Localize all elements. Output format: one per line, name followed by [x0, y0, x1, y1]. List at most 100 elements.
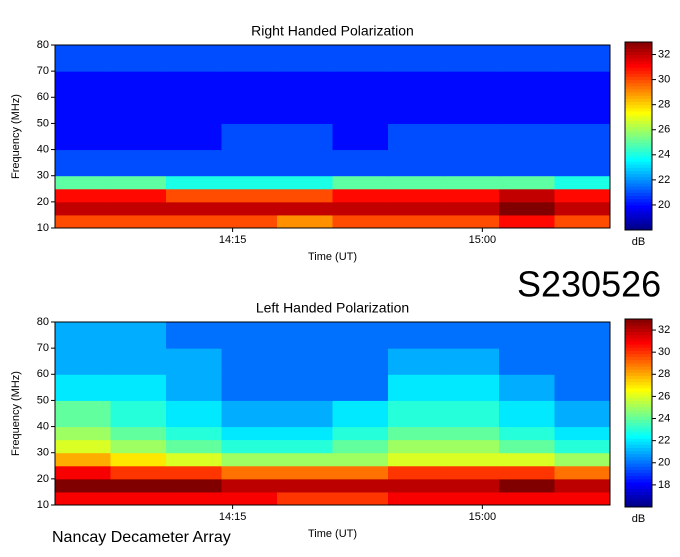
heat-cell [277, 123, 333, 151]
heat-cell [277, 452, 333, 467]
heat-cell [554, 426, 611, 441]
heat-cell [221, 465, 278, 480]
heat-cell [110, 175, 167, 190]
colorbar-step [625, 183, 652, 187]
heat-cell [55, 322, 111, 349]
heat-cell [332, 97, 389, 124]
heat-cell [110, 491, 167, 506]
heat-cell [221, 426, 278, 441]
colorbar-tick-label: 32 [658, 48, 670, 60]
heat-cell [166, 149, 222, 164]
colorbar-step [625, 139, 652, 143]
heat-cell [554, 348, 611, 375]
y-tick-label: 10 [37, 222, 49, 234]
colorbar-step [625, 340, 652, 345]
heat-cell [554, 188, 611, 203]
heat-cell [388, 322, 444, 349]
colorbar-step [625, 434, 652, 439]
colorbar-step [625, 409, 652, 414]
colorbar-step [625, 460, 652, 464]
y-tick-label: 80 [37, 39, 49, 51]
colorbar-step [625, 491, 652, 495]
colorbar-tick-label: 28 [658, 368, 670, 380]
heat-cell [554, 201, 611, 216]
colorbar-step [625, 223, 652, 228]
heat-cell [554, 400, 611, 428]
y-tick-label: 70 [37, 342, 49, 354]
heat-cell [166, 426, 222, 441]
y-tick-label: 50 [37, 117, 49, 129]
y-tick-label: 80 [37, 316, 49, 328]
heat-cell [554, 123, 611, 151]
heat-cell [554, 465, 611, 480]
heat-cell [110, 201, 167, 216]
colorbar-step [625, 350, 652, 354]
x-axis-label: Time (UT) [308, 528, 357, 540]
y-tick-label: 20 [37, 473, 49, 485]
heat-cell [388, 45, 444, 72]
heat-cell [166, 214, 222, 229]
colorbar-step [625, 85, 652, 90]
colorbar-step [625, 425, 652, 430]
colorbar-step [625, 57, 652, 62]
heat-cell [332, 400, 389, 428]
colorbar-step [625, 189, 652, 193]
x-tick-label: 14:15 [219, 234, 247, 246]
heat-cell [277, 400, 333, 428]
colorbar-step [625, 481, 652, 486]
chart-title: Left Handed Polarization [256, 300, 409, 316]
heat-cell [554, 214, 611, 229]
heat-cell [277, 201, 333, 216]
heat-cell [388, 149, 444, 164]
heat-cell [110, 322, 167, 349]
heat-cell [388, 452, 444, 467]
heat-cell [554, 71, 611, 98]
heat-cell [443, 465, 500, 480]
colorbar-step [625, 353, 652, 358]
colorbar-step [625, 413, 652, 417]
heat-cell [166, 322, 222, 349]
colorbar-step [625, 369, 652, 373]
colorbar-step [625, 63, 652, 68]
event-id: S230526 [517, 264, 661, 305]
y-tick-label: 40 [37, 143, 49, 155]
heat-cell [110, 439, 167, 454]
colorbar-step [625, 132, 652, 137]
heat-cell [166, 374, 222, 401]
heat-cell [554, 374, 611, 401]
heat-cell [110, 45, 167, 72]
heat-cell [499, 374, 555, 401]
heat-cell [554, 45, 611, 72]
heat-cell [388, 71, 444, 98]
heat-cell [277, 491, 333, 506]
heat-cell [221, 149, 278, 164]
heat-cell [55, 97, 111, 124]
heat-cell [499, 214, 555, 229]
heat-cell [499, 149, 555, 164]
colorbar-step [625, 328, 652, 333]
heat-cell [277, 149, 333, 164]
colorbar-tick-label: 26 [658, 390, 670, 402]
heat-cell [443, 426, 500, 441]
y-axis-label: Frequency (MHz) [10, 94, 22, 179]
heat-cell [277, 439, 333, 454]
colorbar-step [625, 201, 652, 206]
colorbar-step [625, 334, 652, 339]
heat-cell [332, 201, 389, 216]
colorbar-step [625, 95, 652, 99]
colorbar-step [625, 394, 652, 398]
heat-cell [388, 374, 444, 401]
heat-cell [110, 452, 167, 467]
heat-cell [499, 123, 555, 151]
heat-cell [221, 175, 278, 190]
colorbar-tick-label: 30 [658, 346, 670, 358]
colorbar-step [625, 485, 652, 489]
colorbar-step [625, 450, 652, 455]
heat-cell [443, 400, 500, 428]
colorbar-step [625, 148, 652, 153]
colorbar-step [625, 101, 652, 106]
colorbar-step [625, 110, 652, 115]
y-tick-label: 50 [37, 394, 49, 406]
heat-cell [554, 149, 611, 164]
heat-cell [55, 348, 111, 375]
